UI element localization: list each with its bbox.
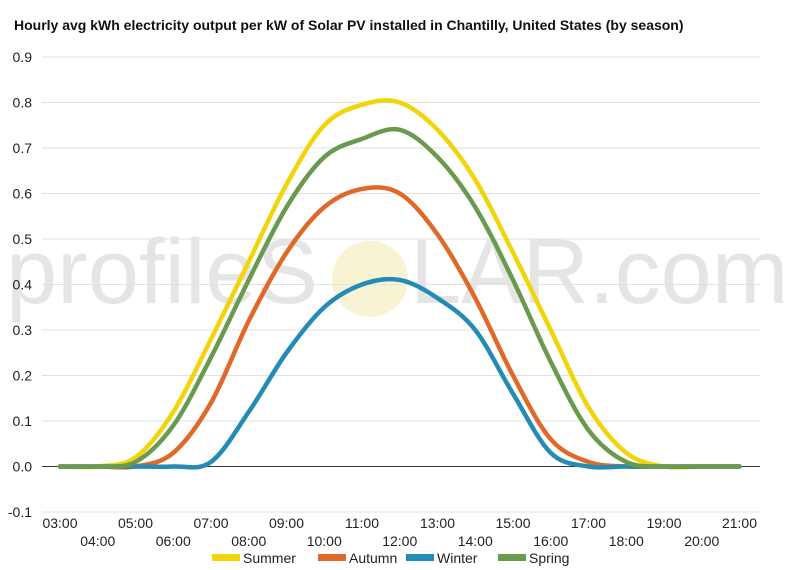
y-tick-label: 0.3 — [13, 322, 33, 338]
y-tick-label: 0.6 — [13, 186, 33, 202]
x-tick-label: 18:00 — [609, 533, 644, 549]
legend-swatch-spring — [498, 554, 526, 561]
x-tick-label: 06:00 — [156, 533, 191, 549]
series-line-winter — [57, 276, 742, 470]
x-axis: 03:0004:0005:0006:0007:0008:0009:0010:00… — [42, 515, 757, 549]
legend: Summer Autumn Winter Spring — [212, 550, 569, 566]
x-tick-label: 13:00 — [420, 515, 455, 531]
y-tick-label: 0.1 — [13, 413, 33, 429]
y-tick-label: 0.9 — [13, 49, 33, 65]
x-tick-label: 20:00 — [684, 533, 719, 549]
watermark-text-right: LAR.com — [410, 221, 788, 323]
x-tick-label: 19:00 — [646, 515, 681, 531]
x-tick-label: 17:00 — [571, 515, 606, 531]
legend-label-autumn: Autumn — [349, 550, 397, 566]
x-tick-label: 10:00 — [307, 533, 342, 549]
legend-label-winter: Winter — [437, 550, 478, 566]
x-tick-label: 05:00 — [118, 515, 153, 531]
y-tick-label: -0.1 — [8, 504, 32, 520]
x-tick-label: 15:00 — [495, 515, 530, 531]
y-tick-label: 0.5 — [13, 231, 33, 247]
legend-label-spring: Spring — [529, 550, 569, 566]
x-tick-label: 08:00 — [231, 533, 266, 549]
legend-swatch-winter — [406, 554, 434, 561]
series-lines — [57, 98, 742, 470]
y-tick-label: 0.7 — [13, 140, 33, 156]
legend-swatch-autumn — [318, 554, 346, 561]
x-tick-label: 14:00 — [458, 533, 493, 549]
y-tick-label: 0.4 — [13, 277, 33, 293]
watermark-sun-icon — [332, 241, 408, 317]
x-tick-label: 21:00 — [722, 515, 757, 531]
chart-title: Hourly avg kWh electricity output per kW… — [14, 17, 684, 33]
y-tick-label: 0.8 — [13, 95, 33, 111]
x-tick-label: 07:00 — [193, 515, 228, 531]
y-tick-label: 0.0 — [13, 459, 33, 475]
legend-swatch-summer — [212, 554, 240, 561]
series-line-summer — [57, 98, 742, 470]
series-line-spring — [57, 126, 742, 470]
x-tick-label: 16:00 — [533, 533, 568, 549]
y-tick-label: 0.2 — [13, 368, 33, 384]
x-tick-label: 09:00 — [269, 515, 304, 531]
x-tick-label: 12:00 — [382, 533, 417, 549]
legend-label-summer: Summer — [243, 550, 296, 566]
watermark-logo: profileS LAR.com — [6, 221, 788, 323]
x-tick-label: 04:00 — [80, 533, 115, 549]
watermark-text-left: profileS — [6, 221, 318, 323]
x-tick-label: 11:00 — [345, 515, 379, 531]
x-tick-label: 03:00 — [42, 515, 77, 531]
y-axis: -0.1 0.0 0.1 0.2 0.3 0.4 0.5 0.6 0.7 0.8 0.9 — [8, 49, 32, 520]
